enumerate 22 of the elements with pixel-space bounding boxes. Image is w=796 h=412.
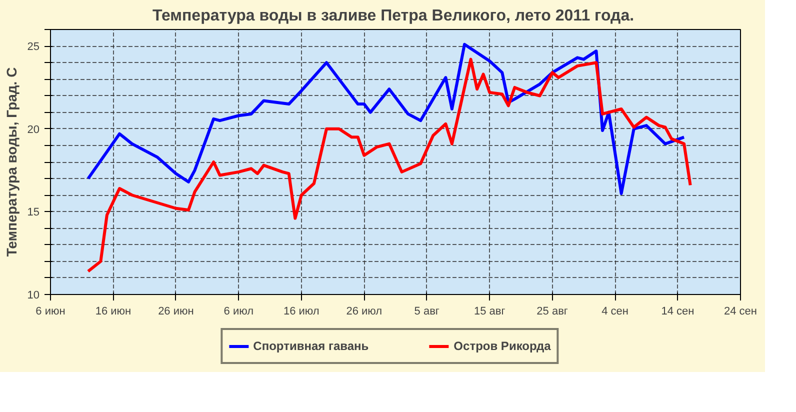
legend-label: Спортивная гавань (253, 339, 369, 353)
x-tick-label: 6 июн (36, 306, 66, 318)
x-tick-label: 16 июл (283, 306, 320, 318)
x-tick-label: 26 июл (346, 306, 382, 318)
y-tick-label: 15 (27, 206, 40, 219)
x-tick-label: 4 сен (602, 306, 628, 318)
x-tick-label: 26 июн (158, 306, 194, 318)
x-tick-label: 15 авг (474, 306, 506, 318)
y-tick-label: 25 (27, 41, 40, 54)
line-series (86, 58, 692, 273)
line-series (86, 42, 686, 195)
x-tick-label: 16 июн (95, 306, 132, 318)
y-tick-label: 10 (27, 290, 40, 302)
x-tick-label: 25 авг (536, 306, 568, 318)
x-tick-label: 6 июл (224, 306, 254, 318)
y-axis-title: Температура воды, Град. С (3, 67, 20, 257)
x-tick-label: 5 авг (414, 306, 440, 318)
x-tick-label: 24 сен (724, 306, 757, 318)
x-tick-label: 14 сен (661, 306, 694, 318)
legend-label: Остров Рикорда (454, 339, 551, 353)
y-tick-label: 20 (27, 124, 40, 136)
chart-title: Температура воды в заливе Петра Великого, лето 2011 года. (152, 8, 634, 24)
